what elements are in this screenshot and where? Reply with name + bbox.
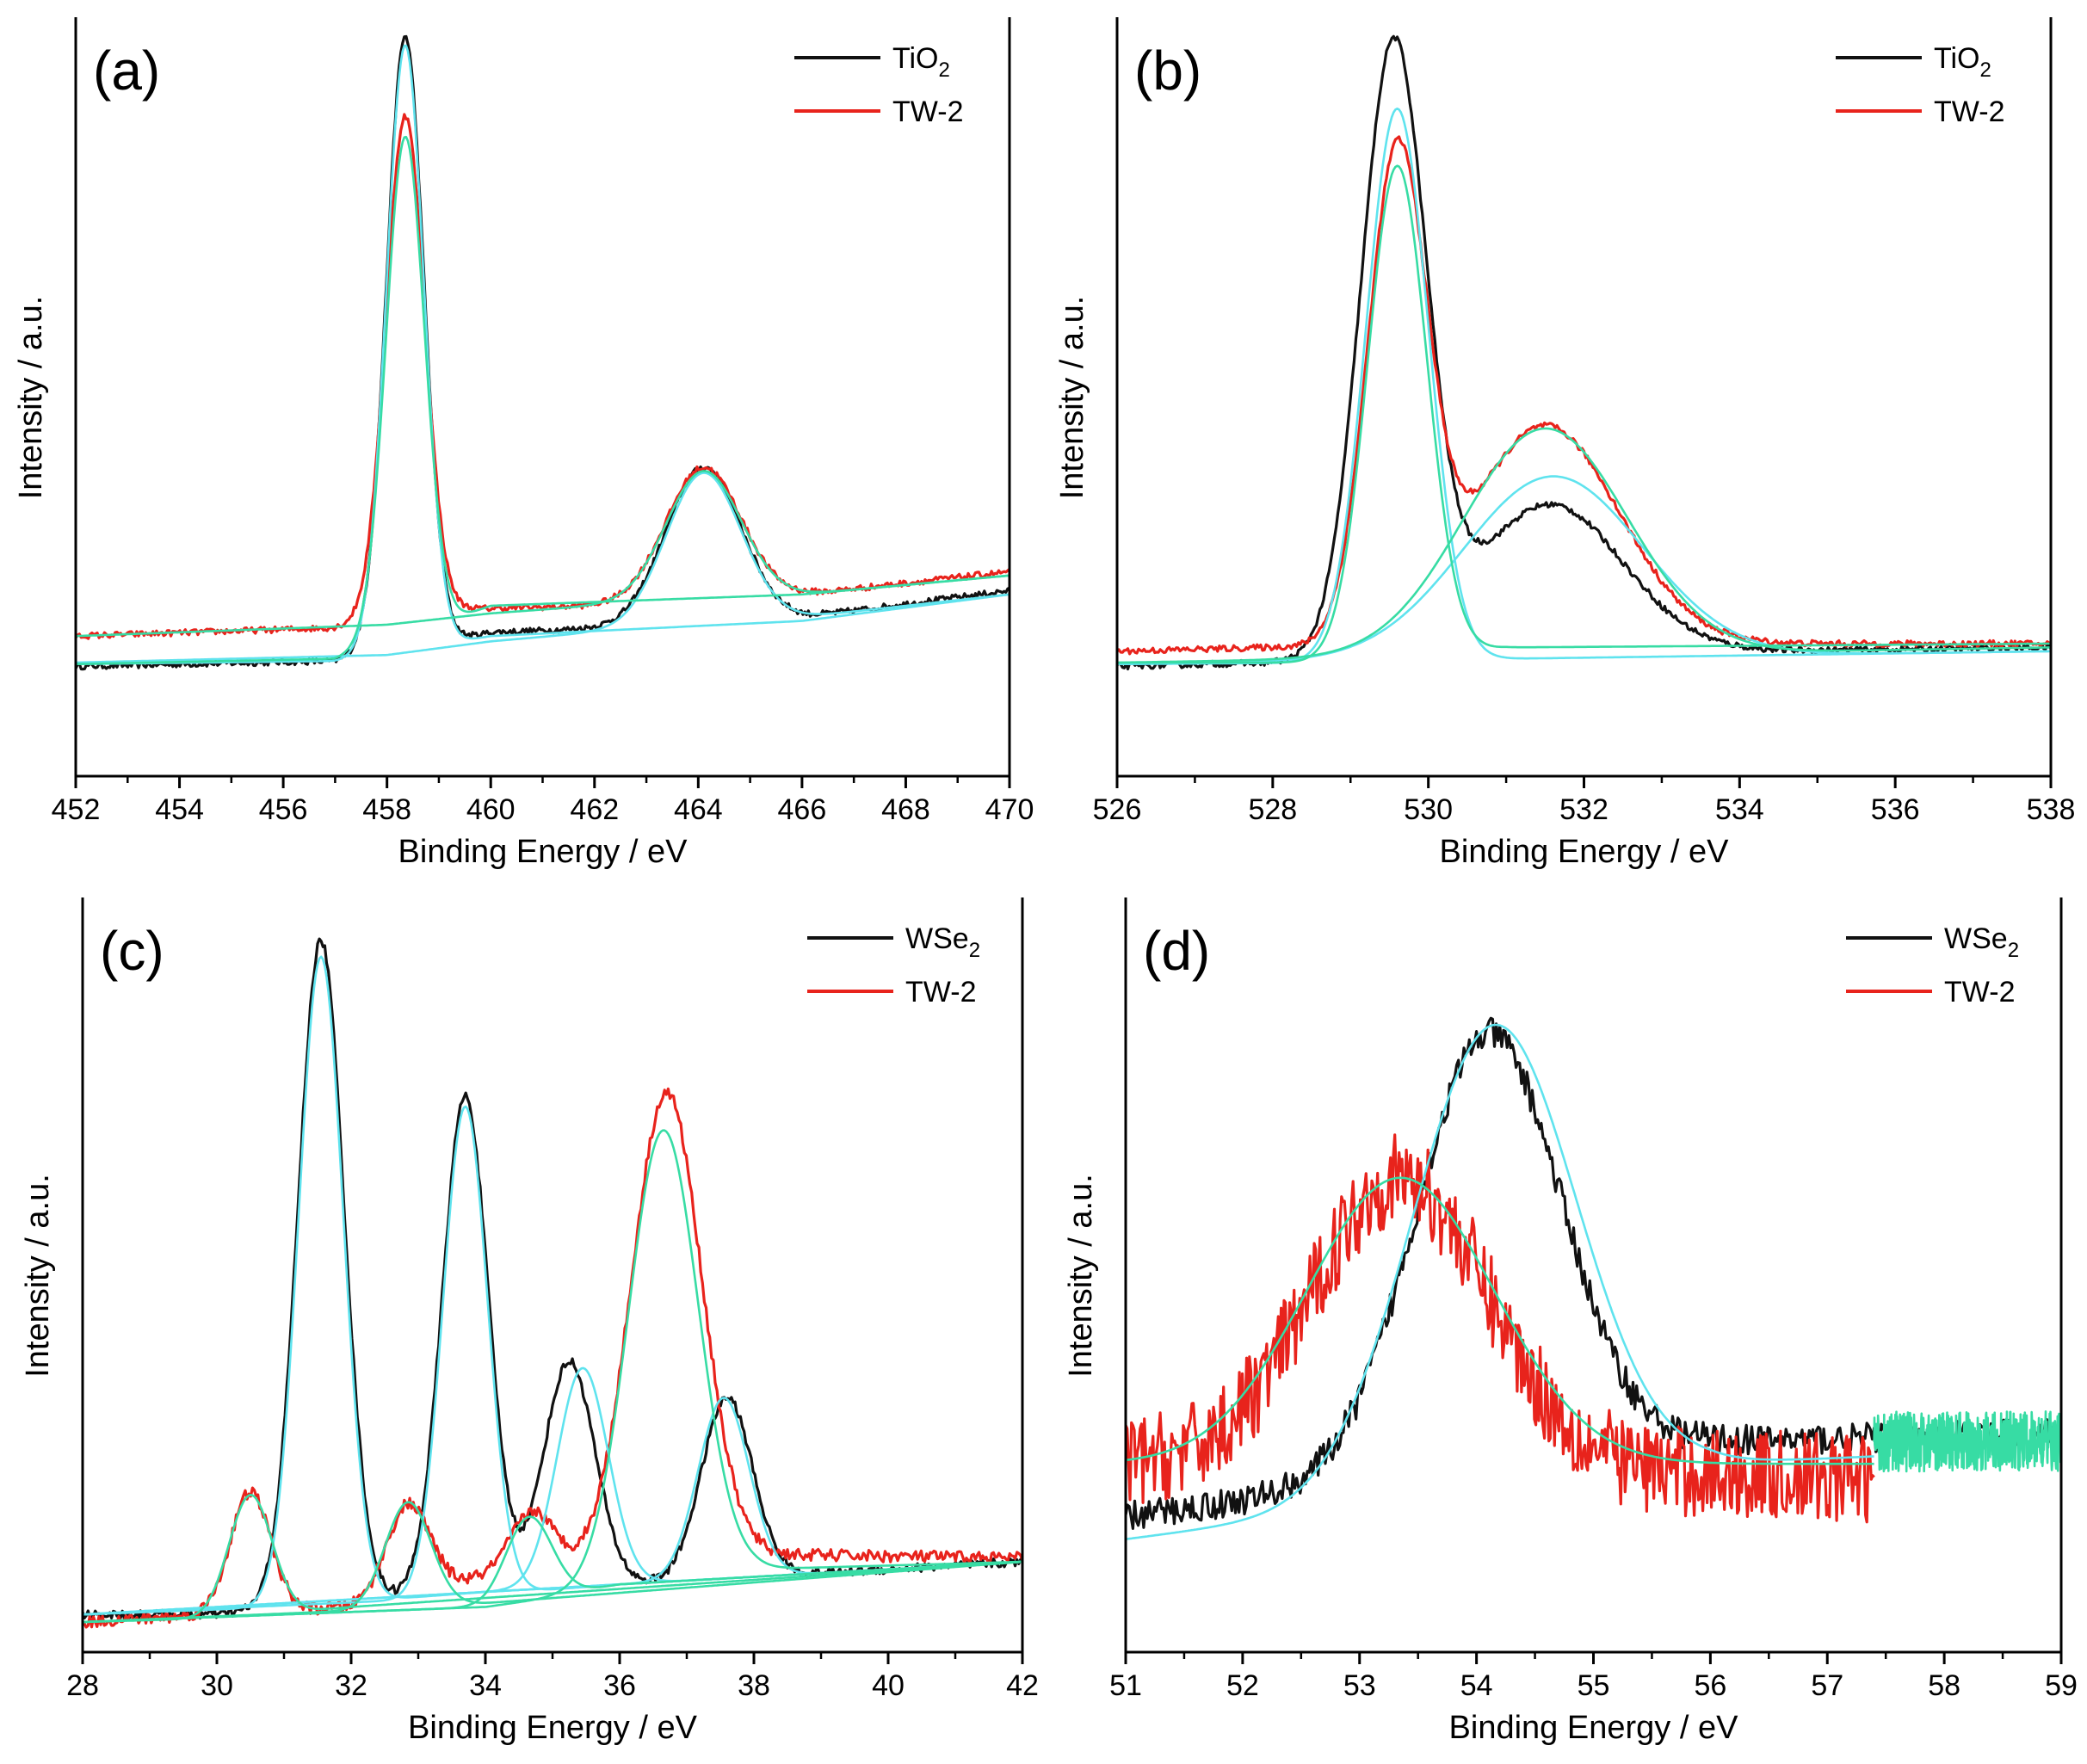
series-line-wse2-fit-w4f7-2 [83,955,1022,1616]
series-line-tw-2 [1126,1133,1875,1524]
y-axis-title: Intensity / a.u. [1054,296,1090,500]
series-line-tio2 [76,34,1010,671]
x-tick-label: 56 [1694,1669,1726,1702]
legend-label: WSe2 [1944,922,2019,962]
legend-label: WSe2 [905,922,980,962]
legend-label: TW-2 [905,976,976,1008]
legend-label: TW-2 [1934,96,2004,128]
series-line-wse2-fit [1126,1023,1874,1540]
series-line-tio2 [1117,34,2051,671]
legend-label: TiO2 [892,42,950,82]
legend-label: TW-2 [892,96,963,128]
series-line-tw-2-fit [1126,1176,1874,1465]
x-tick-label: 528 [1248,793,1297,826]
series-line-tw-2-fit-d [83,1129,1022,1624]
series-line-tio2-fit-oh [1117,475,2051,666]
x-axis-title: Binding Energy / eV [1440,834,1730,870]
x-tick-label: 38 [738,1669,770,1702]
x-tick-label: 30 [201,1669,233,1702]
x-tick-label: 470 [985,793,1034,826]
series-line-wse2-fit-w4f5-2 [83,1105,1022,1616]
x-tick-label: 34 [469,1669,502,1702]
x-tick-label: 55 [1578,1669,1610,1702]
panel-label: (b) [1134,40,1201,102]
x-tick-label: 538 [2027,793,2076,826]
y-axis-title: Intensity / a.u. [1063,1174,1099,1378]
x-tick-label: 57 [1811,1669,1843,1702]
x-tick-label: 468 [881,793,930,826]
series-line-tio2-fit-2p1-2 [76,472,1010,664]
x-tick-label: 452 [52,793,101,826]
series-line-wse2 [83,937,1022,1620]
y-axis-title: Intensity / a.u. [13,296,49,500]
x-tick-label: 530 [1404,793,1453,826]
chart-panel-0: 452 454 456 458 460 462 464 466 468 470 Binding En… [13,17,1034,870]
x-tick-label: 462 [570,793,619,826]
x-axis-title: Binding Energy / eV [398,834,688,870]
x-tick-label: 40 [872,1669,905,1702]
series-line-tw-2 [1117,135,2051,656]
x-tick-label: 36 [603,1669,636,1702]
x-tick-label: 53 [1343,1669,1376,1702]
chart-panel-3: 51 52 53 54 55 56 57 58 59 Binding Energy / eV Int… [1063,897,2078,1746]
x-axis-title: Binding Energy / eV [1449,1710,1739,1746]
x-tick-label: 536 [1871,793,1920,826]
series-line-wse2-fit-w5p-b [83,1397,1022,1616]
x-tick-label: 534 [1715,793,1764,826]
x-tick-label: 526 [1093,793,1142,826]
x-tick-label: 456 [259,793,308,826]
panel-label: (c) [100,920,164,982]
x-tick-label: 54 [1460,1669,1493,1702]
series-line-tw-2-tail [1873,1410,2061,1473]
series-line-tw-2-fit-2p3-2 [76,135,1010,666]
x-tick-label: 42 [1006,1669,1039,1702]
x-tick-label: 460 [466,793,516,826]
x-tick-label: 532 [1559,793,1608,826]
panel-label: (d) [1143,920,1210,982]
x-tick-label: 59 [2045,1669,2078,1702]
x-tick-label: 28 [66,1669,99,1702]
x-tick-label: 458 [362,793,411,826]
series-line-tw-2 [76,113,1010,640]
chart-panel-1: 526 528 530 532 534 536 538 Binding Energy / eV… [1054,17,2075,870]
series-line-tio2-fit-lattice-o [1117,108,2051,666]
legend-label: TiO2 [1934,42,1991,82]
series-line-tw-2-fit-2p1-2 [76,470,1010,638]
x-tick-label: 51 [1109,1669,1142,1702]
chart-panel-2: 28 30 32 34 36 38 40 42 Binding Energy / eV Inten… [20,897,1039,1746]
series-line-tio2-fit-2p3-2 [76,44,1010,666]
x-axis-title: Binding Energy / eV [408,1710,698,1746]
series-line-tw-2-fit-oh [1117,427,2051,664]
legend-label: TW-2 [1944,976,2015,1008]
x-tick-label: 32 [335,1669,367,1702]
x-tick-label: 58 [1928,1669,1960,1702]
x-tick-label: 466 [778,793,827,826]
panel-label: (a) [93,40,160,102]
x-tick-label: 454 [155,793,204,826]
series-line-tw-2-fit-lattice-o [1117,164,2051,664]
x-tick-label: 52 [1226,1669,1259,1702]
x-tick-label: 464 [674,793,723,826]
y-axis-title: Intensity / a.u. [20,1174,56,1378]
